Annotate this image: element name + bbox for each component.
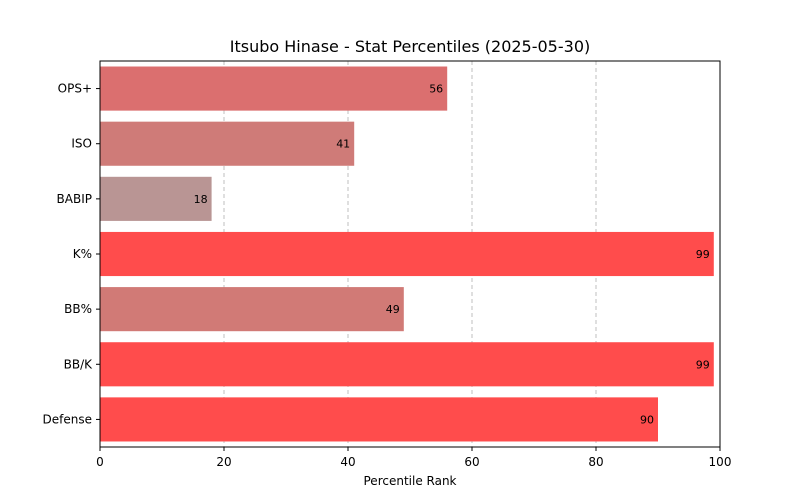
bars	[100, 66, 714, 442]
y-tick-label: ISO	[71, 137, 92, 151]
data-label: 99	[696, 358, 710, 371]
y-tick-label: BB%	[64, 302, 92, 316]
bar-iso	[100, 121, 355, 166]
data-labels: 56 41 18 99 49 99 90	[194, 83, 710, 427]
y-tick-label: BB/K	[64, 357, 94, 371]
x-tick-label: 20	[216, 455, 231, 469]
x-axis-label: Percentile Rank	[364, 474, 457, 488]
bar-k-	[100, 231, 714, 277]
bar-ops-	[100, 66, 448, 111]
data-label: 49	[386, 303, 400, 316]
x-tick-label: 0	[96, 455, 104, 469]
data-label: 99	[696, 248, 710, 261]
x-tick-label: 100	[709, 455, 732, 469]
bar-bb-	[100, 287, 404, 332]
data-label: 90	[640, 413, 654, 426]
data-label: 41	[336, 138, 350, 151]
y-tick-label: K%	[73, 247, 92, 261]
bar-bb-k	[100, 342, 714, 387]
data-label: 18	[194, 193, 208, 206]
bar-defense	[100, 397, 658, 442]
x-tick-label: 60	[464, 455, 479, 469]
x-axis-ticks: 0 20 40 60 80 100	[96, 447, 731, 469]
bar-babip	[100, 176, 212, 221]
y-tick-label: BABIP	[57, 192, 92, 206]
x-tick-label: 40	[340, 455, 355, 469]
x-tick-label: 80	[588, 455, 603, 469]
y-tick-label: OPS+	[58, 82, 92, 96]
data-label: 56	[429, 83, 443, 96]
y-axis-ticks: OPS+ ISO BABIP K% BB% BB/K Defense	[43, 82, 100, 426]
chart-title: Itsubo Hinase - Stat Percentiles (2025-0…	[230, 37, 590, 56]
y-tick-label: Defense	[43, 412, 92, 426]
